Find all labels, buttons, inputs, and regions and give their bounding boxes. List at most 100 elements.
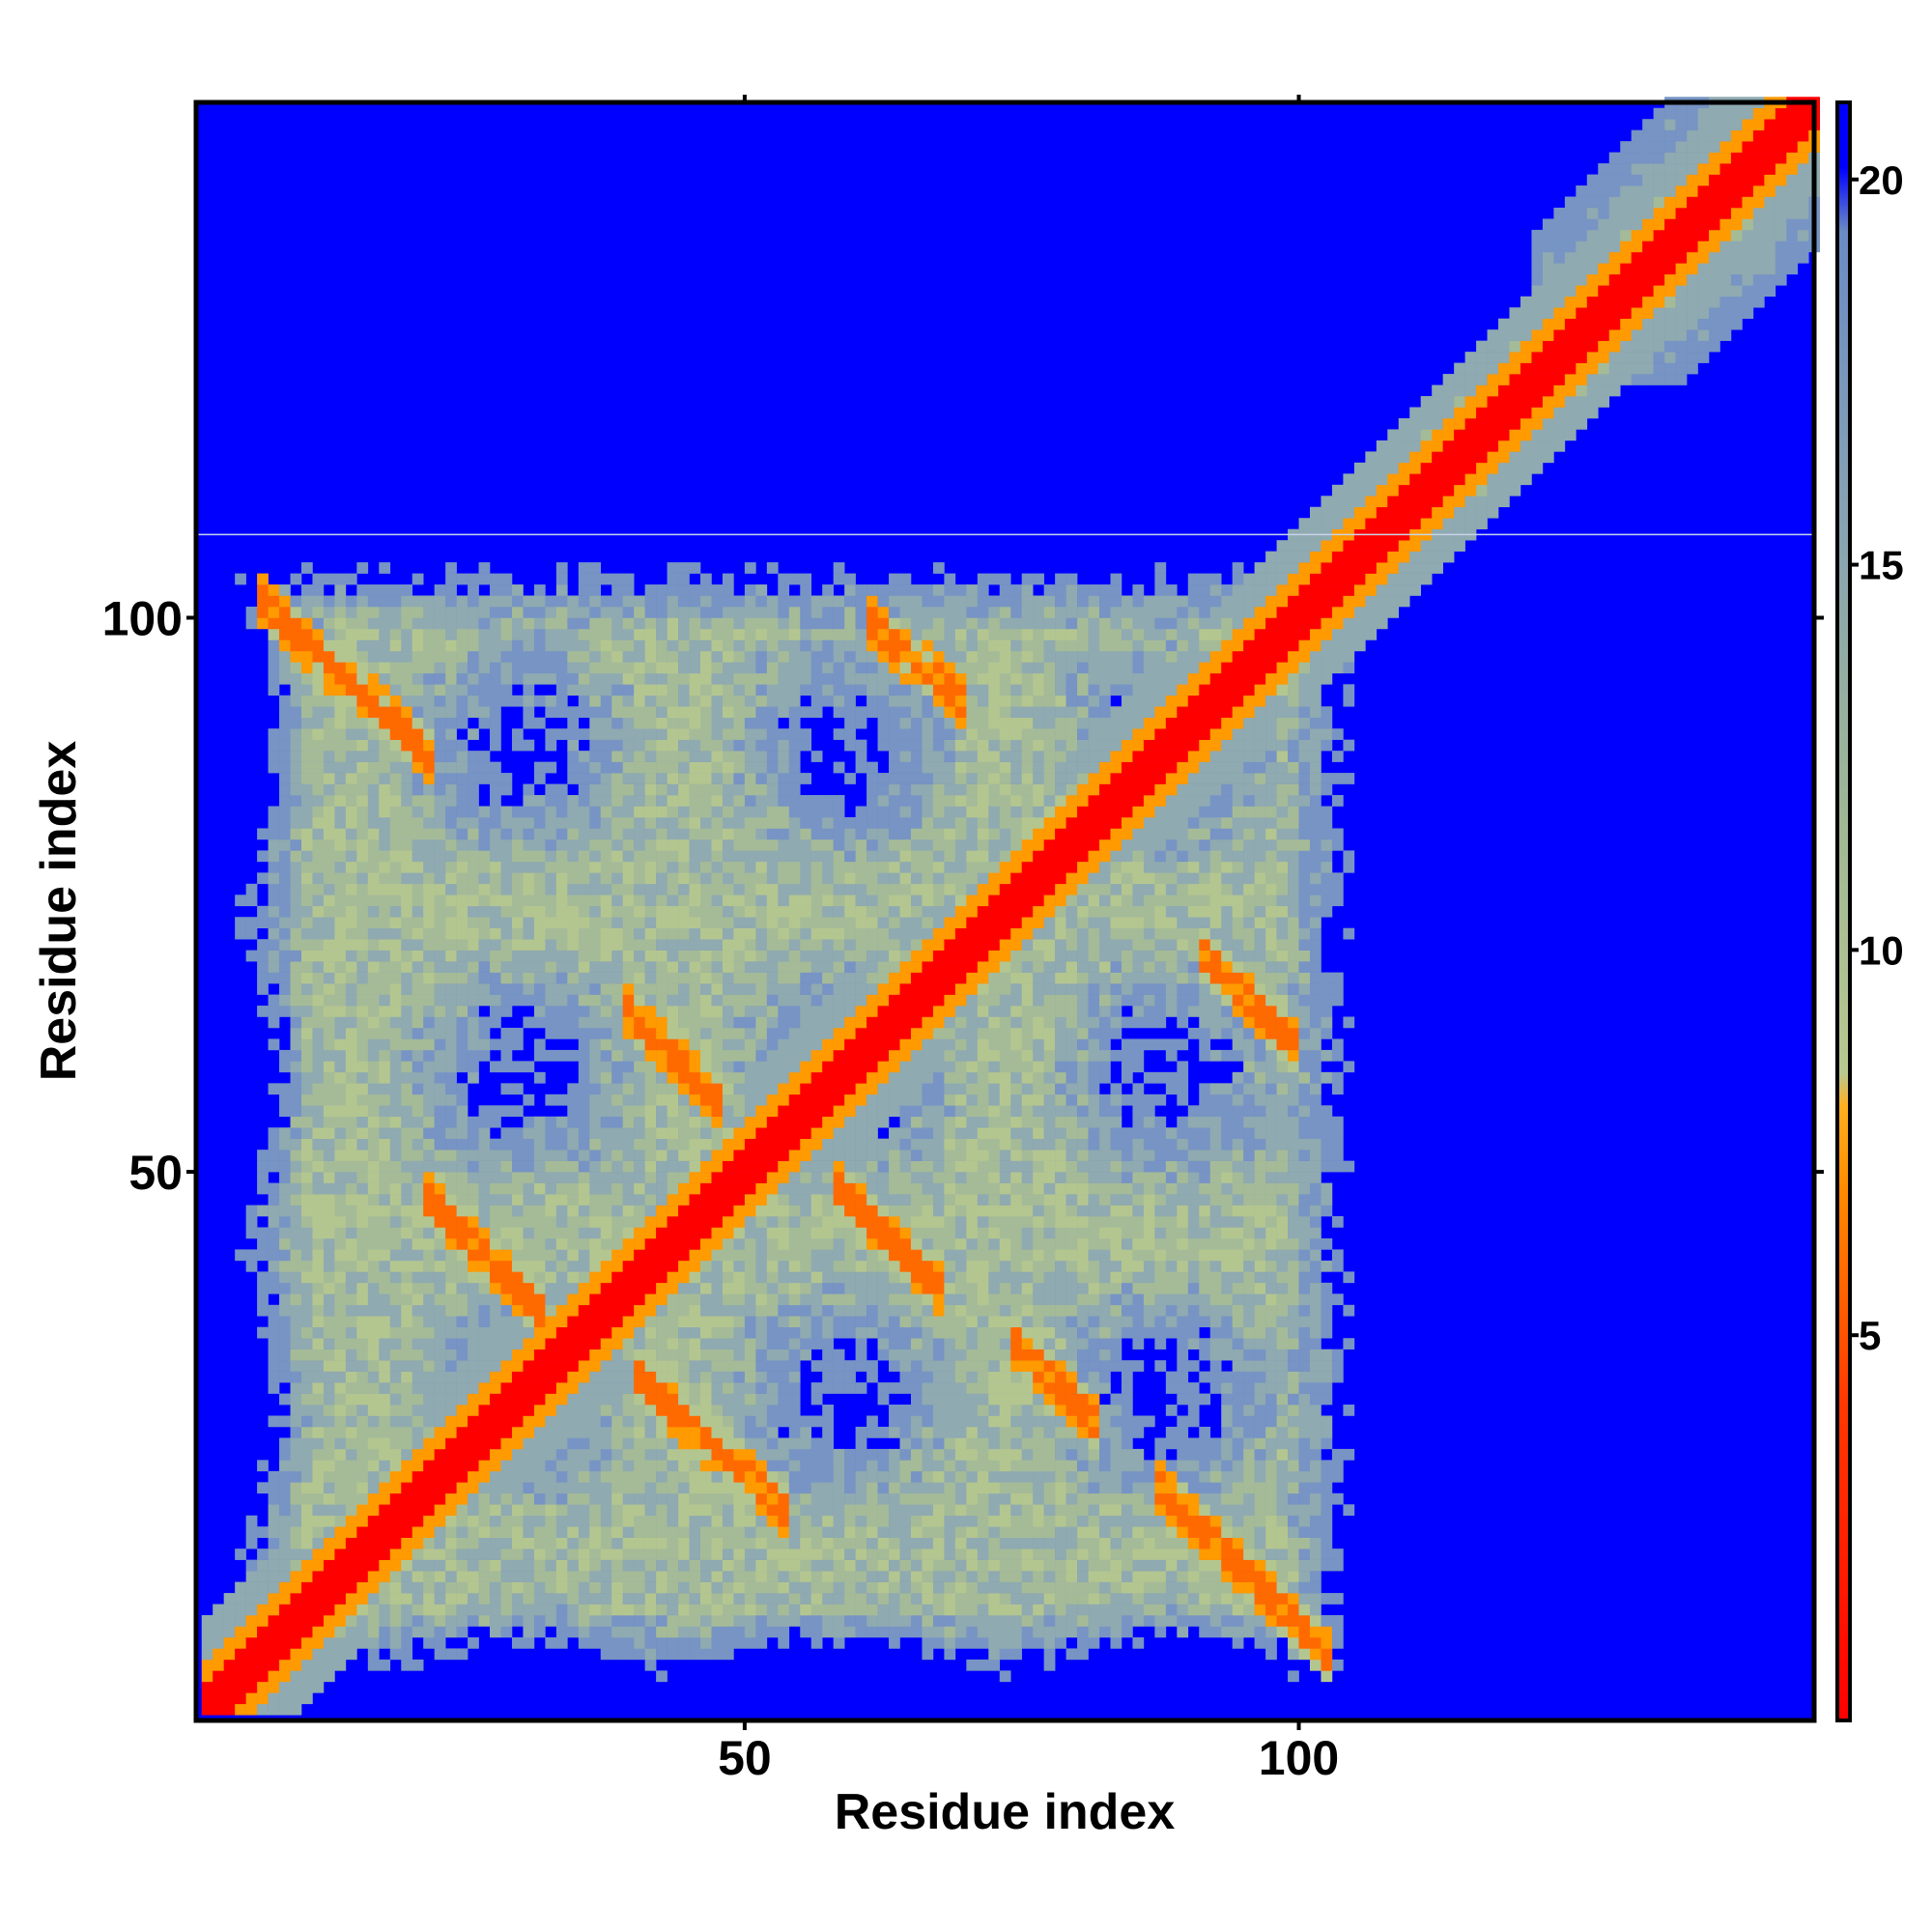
heatmap-cell	[412, 761, 424, 774]
heatmap-cell	[833, 1581, 845, 1594]
heatmap-cell	[468, 927, 479, 940]
heatmap-cell	[490, 1604, 501, 1616]
heatmap-cell	[379, 562, 391, 574]
heatmap-cell	[456, 617, 469, 630]
heatmap-cell	[622, 1071, 635, 1084]
heatmap-cell	[511, 1271, 524, 1284]
heatmap-cell	[478, 573, 491, 585]
heatmap-cell	[711, 972, 724, 984]
heatmap-cell	[245, 1260, 258, 1272]
heatmap-cell	[389, 672, 402, 685]
heatmap-cell	[667, 1027, 679, 1039]
heatmap-cell	[533, 1349, 546, 1361]
heatmap-cell	[478, 1127, 491, 1139]
heatmap-cell	[500, 1615, 513, 1627]
heatmap-cell	[634, 838, 645, 851]
heatmap-cell	[755, 1326, 768, 1339]
heatmap-cell	[589, 1304, 602, 1317]
heatmap-cell	[223, 1670, 236, 1683]
heatmap-cell	[545, 1293, 557, 1306]
heatmap-cell	[788, 1049, 801, 1062]
heatmap-cell	[500, 1470, 513, 1483]
heatmap-cell	[533, 1615, 546, 1627]
heatmap-cell	[401, 695, 413, 707]
heatmap-cell	[788, 672, 801, 685]
heatmap-cell	[678, 1038, 690, 1051]
heatmap-cell	[766, 1460, 779, 1472]
heatmap-cell	[334, 1260, 347, 1272]
heatmap-cell	[711, 1360, 724, 1372]
heatmap-cell	[423, 1504, 435, 1517]
heatmap-cell	[678, 1237, 690, 1250]
heatmap-cell	[810, 1116, 823, 1128]
heatmap-cell	[300, 895, 313, 907]
heatmap-cell	[667, 1127, 679, 1139]
heatmap-cell	[833, 883, 845, 895]
heatmap-cell	[290, 672, 302, 685]
heatmap-cell	[279, 1593, 291, 1605]
heatmap-cell	[401, 950, 413, 962]
heatmap-cell	[766, 1304, 779, 1317]
heatmap-cell	[412, 917, 424, 929]
heatmap-cell	[689, 751, 701, 762]
heatmap-cell	[478, 939, 491, 951]
heatmap-cell	[445, 1648, 457, 1661]
heatmap-cell	[600, 1182, 612, 1195]
heatmap-cell	[810, 1338, 823, 1350]
heatmap-cell	[589, 1105, 602, 1118]
heatmap-cell	[434, 1083, 446, 1095]
heatmap-cell	[722, 1371, 734, 1383]
heatmap-cell	[689, 1094, 701, 1106]
heatmap-cell	[312, 950, 325, 962]
heatmap-cell	[733, 1182, 746, 1195]
heatmap-cell	[478, 872, 491, 885]
heatmap-cell	[312, 1648, 325, 1661]
heatmap-cell	[345, 1559, 357, 1572]
heatmap-cell	[490, 1326, 501, 1339]
heatmap-cell	[478, 838, 491, 851]
heatmap-cell	[268, 1260, 280, 1272]
heatmap-cell	[290, 1371, 302, 1383]
heatmap-cell	[656, 1581, 668, 1594]
heatmap-cell	[268, 1648, 280, 1661]
heatmap-cell	[312, 1382, 325, 1394]
heatmap-cell	[323, 650, 335, 663]
heatmap-cell	[810, 927, 823, 940]
heatmap-cell	[656, 1138, 668, 1151]
heatmap-cell	[257, 961, 269, 973]
heatmap-cell	[689, 983, 701, 995]
heatmap-cell	[345, 751, 357, 762]
heatmap-cell	[833, 905, 845, 918]
heatmap-cell	[634, 872, 645, 885]
heatmap-cell	[456, 1006, 469, 1017]
heatmap-cell	[445, 1581, 457, 1594]
heatmap-cell	[500, 1006, 513, 1017]
heatmap-cell	[733, 1282, 746, 1294]
heatmap-cell	[334, 838, 347, 851]
heatmap-cell	[401, 1216, 413, 1228]
heatmap-cell	[733, 1492, 746, 1505]
heatmap-cell	[578, 961, 590, 973]
heatmap-cell	[323, 1172, 335, 1183]
heatmap-cell	[667, 1382, 679, 1394]
heatmap-cell	[622, 1504, 635, 1517]
heatmap-cell	[389, 1216, 402, 1228]
heatmap-cell	[711, 1293, 724, 1306]
heatmap-cell	[323, 1360, 335, 1372]
heatmap-cell	[800, 1038, 812, 1051]
heatmap-cell	[589, 861, 602, 873]
heatmap-cell	[434, 1172, 446, 1183]
heatmap-cell	[379, 816, 391, 829]
heatmap-cell	[611, 672, 623, 685]
heatmap-cell	[379, 628, 391, 640]
heatmap-cell	[423, 838, 435, 851]
heatmap-cell	[379, 806, 391, 818]
heatmap-cell	[711, 1316, 724, 1328]
heatmap-cell	[379, 1338, 391, 1350]
heatmap-cell	[412, 1437, 424, 1450]
heatmap-cell	[412, 717, 424, 729]
heatmap-cell	[367, 927, 380, 940]
heatmap-cell	[345, 1405, 357, 1416]
heatmap-cell	[490, 939, 501, 951]
heatmap-cell	[412, 1581, 424, 1594]
